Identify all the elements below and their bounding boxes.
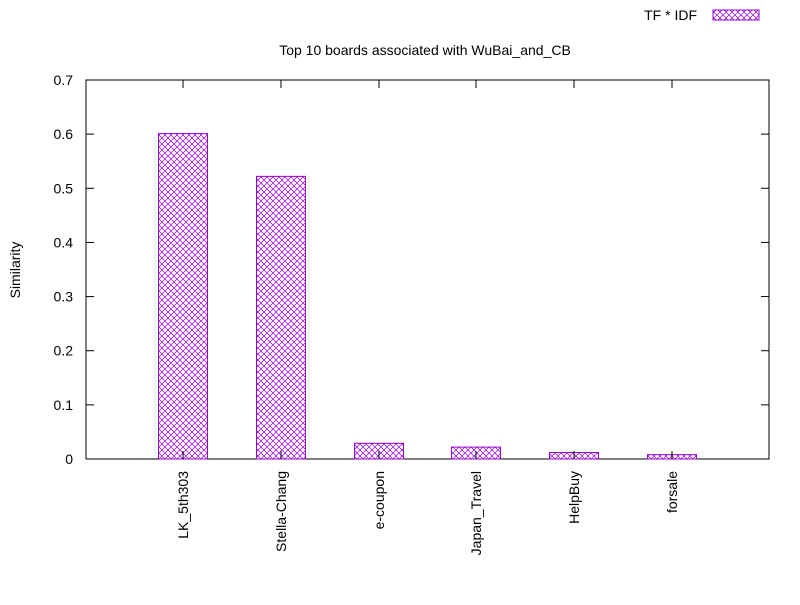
x-tick-label: forsale: [664, 471, 680, 513]
legend-swatch-tf-idf: [712, 9, 760, 21]
x-tick-label: Japan_Travel: [468, 471, 484, 555]
y-tick-label: 0: [65, 451, 73, 467]
bar-stella-chang: [256, 175, 306, 460]
x-tick-label: e-coupon: [371, 471, 387, 529]
y-tick-label: 0.5: [54, 180, 74, 196]
y-tick-label: 0.2: [54, 343, 74, 359]
x-tick-label: HelpBuy: [566, 471, 582, 524]
bar-lk-5th303: [158, 133, 208, 460]
legend-label-tf-idf: TF * IDF: [644, 7, 697, 23]
y-tick-label: 0.1: [54, 397, 74, 413]
y-axis-label: Similarity: [7, 242, 23, 299]
y-tick-label: 0.4: [54, 234, 74, 250]
x-tick-label: Stella-Chang: [273, 471, 289, 552]
legend: TF * IDF: [644, 7, 760, 23]
y-tick-label: 0.3: [54, 289, 74, 305]
y-tick-label: 0.6: [54, 126, 74, 142]
chart-title: Top 10 boards associated with WuBai_and_…: [279, 42, 571, 58]
plot-frame: [85, 79, 770, 460]
plot-area: 0 0.1 0.2 0.3 0.4 0.5 0.6 0.7 LK_5th303 Stella-Ch…: [54, 72, 770, 555]
y-tick-label: 0.7: [54, 72, 74, 88]
x-tick-label: LK_5th303: [175, 471, 191, 539]
